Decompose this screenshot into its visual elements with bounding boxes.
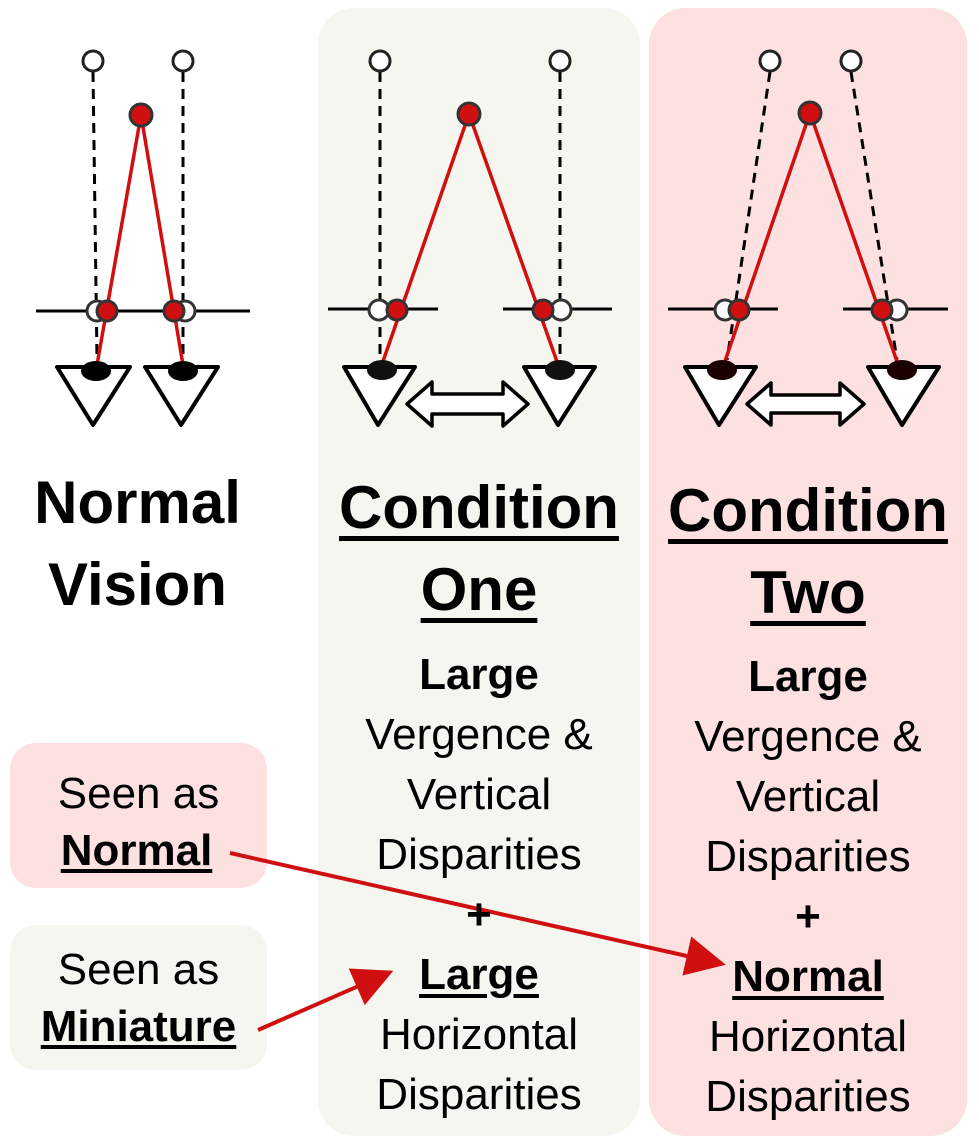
double-arrow-icon bbox=[745, 381, 866, 427]
legend-key: Miniature bbox=[40, 1002, 237, 1051]
condition-one-title: Condition One bbox=[318, 467, 640, 631]
eye-icon bbox=[522, 360, 597, 427]
desc-line: Vertical bbox=[735, 772, 881, 821]
fixation-point-icon bbox=[81, 49, 105, 73]
desc-line: Vergence & bbox=[365, 710, 593, 759]
legend-miniature-label: Miniature bbox=[10, 1002, 267, 1052]
fixation-point-icon bbox=[839, 49, 863, 73]
legend-normal-prefix: Seen as bbox=[57, 769, 220, 818]
normal-vision-geometry bbox=[36, 49, 250, 427]
title-line: Condition bbox=[339, 474, 619, 541]
desc-line: Disparities bbox=[376, 1070, 582, 1119]
target-point-icon bbox=[456, 101, 482, 127]
target-point-icon bbox=[797, 100, 823, 126]
arrow-miniature-to-condition-one bbox=[257, 968, 394, 1032]
title-line: Condition bbox=[668, 477, 948, 544]
legend-key: Normal bbox=[60, 826, 213, 875]
desc-line: Disparities bbox=[705, 832, 911, 881]
condition-two-description: Large Vergence & Vertical Disparities + … bbox=[649, 647, 967, 1127]
legend-miniature-prefix: Seen as bbox=[57, 945, 220, 994]
legend-normal-box bbox=[10, 743, 267, 888]
desc-line: Horizontal bbox=[708, 1012, 908, 1061]
eye-icon bbox=[866, 360, 941, 427]
normal-vision-title: Normal Vision bbox=[10, 462, 265, 626]
arrow-normal-to-condition-two bbox=[229, 851, 726, 976]
fixation-point-icon bbox=[368, 49, 392, 73]
plus-sign: + bbox=[466, 890, 492, 939]
legend-miniature-box bbox=[10, 925, 267, 1070]
condition-two-geometry bbox=[668, 49, 948, 427]
condition-one-geometry bbox=[328, 49, 612, 428]
horizontal-size-label: Large bbox=[419, 950, 539, 999]
desc-line: Horizontal bbox=[379, 1010, 579, 1059]
legend-normal-label: Normal bbox=[8, 826, 265, 876]
vergence-size-label: Large bbox=[748, 652, 868, 701]
target-point-icon bbox=[128, 102, 154, 128]
desc-line: Vertical bbox=[406, 770, 552, 819]
horizontal-size-label: Normal bbox=[732, 952, 884, 1001]
vergence-size-label: Large bbox=[419, 650, 539, 699]
desc-line: Vergence & bbox=[694, 712, 922, 761]
eye-icon bbox=[143, 361, 220, 427]
title-line: Vision bbox=[48, 551, 227, 618]
fixation-point-icon bbox=[548, 49, 572, 73]
condition-one-panel bbox=[318, 8, 640, 1136]
desc-line: Disparities bbox=[705, 1072, 911, 1121]
title-line: Two bbox=[750, 559, 866, 626]
plus-sign: + bbox=[795, 892, 821, 941]
desc-line: Disparities bbox=[376, 830, 582, 879]
eye-icon bbox=[55, 361, 132, 427]
title-line: Normal bbox=[34, 469, 241, 536]
double-arrow-icon bbox=[405, 380, 530, 428]
condition-two-title: Condition Two bbox=[649, 470, 967, 634]
eye-icon bbox=[683, 360, 758, 427]
eye-icon bbox=[342, 360, 417, 427]
fixation-point-icon bbox=[171, 49, 195, 73]
title-line: One bbox=[420, 556, 538, 623]
fixation-point-icon bbox=[758, 49, 782, 73]
condition-one-description: Large Vergence & Vertical Disparities + … bbox=[318, 645, 640, 1125]
